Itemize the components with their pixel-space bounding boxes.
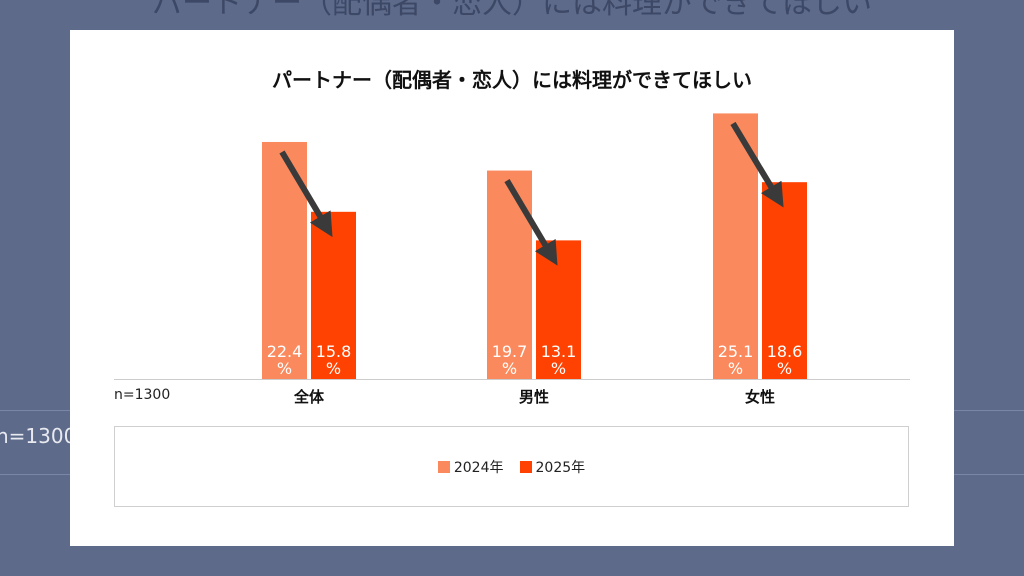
legend: 2024年 2025年 (114, 426, 909, 507)
legend-label: 2024年 (453, 459, 504, 476)
legend-label: 2025年 (535, 459, 586, 476)
data-label-unit: % (326, 359, 341, 378)
data-label: 18.6 (767, 342, 803, 361)
data-label: 22.4 (267, 342, 303, 361)
background-divider (954, 474, 1024, 475)
background-n-label: n=1300 (0, 424, 77, 448)
chart-card: パートナー（配偶者・恋人）には料理ができてほしい 22.4% 15.8% 全体 19.… (70, 30, 954, 546)
background-divider (0, 410, 70, 411)
data-label: 13.1 (541, 342, 577, 361)
decrease-arrow (730, 121, 784, 208)
data-label-unit: % (277, 359, 292, 378)
legend-swatch (437, 460, 450, 473)
bar (311, 211, 356, 379)
legend-swatch (519, 460, 532, 473)
category-label: 女性 (745, 388, 775, 406)
legend-item: 2024年 (437, 457, 504, 477)
data-label-unit: % (551, 359, 566, 378)
sample-size-label: n=1300 (114, 387, 171, 403)
decrease-arrow (279, 150, 333, 238)
category-label: 男性 (519, 388, 549, 406)
chart-title: パートナー（配偶者・恋人）には料理ができてほしい (272, 68, 752, 92)
background-divider (954, 410, 1024, 411)
data-label-unit: % (502, 359, 517, 378)
legend-item: 2025年 (519, 457, 586, 477)
data-label: 15.8 (316, 342, 352, 361)
data-label-unit: % (728, 359, 743, 378)
bar (762, 182, 807, 379)
category-label: 全体 (293, 388, 325, 406)
data-label: 19.7 (492, 342, 528, 361)
data-label-unit: % (777, 359, 792, 378)
decrease-arrow (504, 179, 558, 266)
data-label: 25.1 (718, 342, 754, 361)
background-divider (0, 474, 70, 475)
background-title: パートナー（配偶者・恋人）には料理ができてほしい (152, 0, 872, 21)
